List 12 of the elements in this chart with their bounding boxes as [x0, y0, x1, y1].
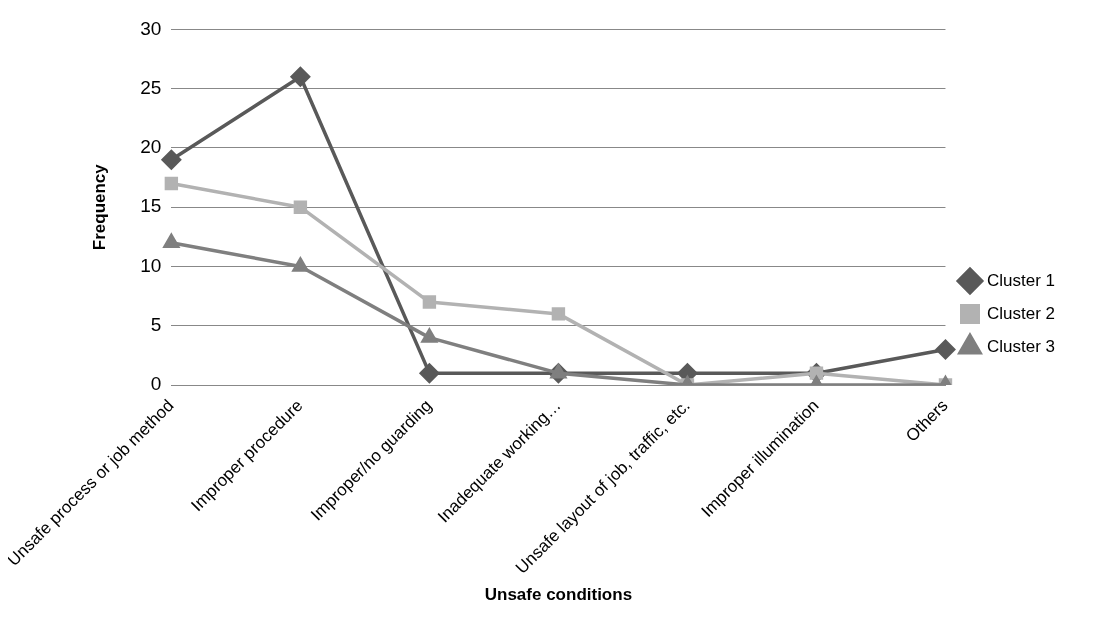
- y-tick-label: 30: [140, 17, 162, 39]
- legend-label: Cluster 1: [986, 270, 1056, 290]
- x-axis-title: Unsafe conditions: [484, 585, 633, 605]
- y-tick-label: 20: [140, 136, 162, 158]
- y-tick-label: 10: [140, 254, 162, 276]
- legend-label: Cluster 2: [986, 303, 1056, 323]
- y-tick-label: 0: [150, 373, 162, 395]
- y-tick-label: 25: [140, 76, 162, 98]
- y-tick-label: 15: [140, 195, 162, 217]
- y-axis-title: Frequency: [89, 163, 109, 251]
- legend-label: Cluster 3: [986, 336, 1056, 356]
- y-tick-label: 5: [150, 313, 162, 335]
